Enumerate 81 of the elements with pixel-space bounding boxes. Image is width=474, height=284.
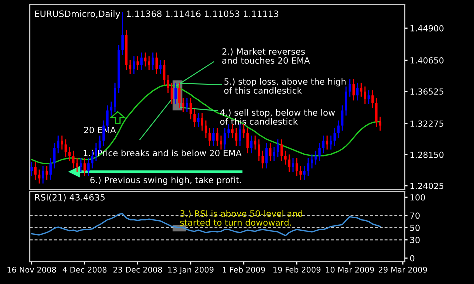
candlestick <box>80 158 82 172</box>
candlestick <box>76 158 79 172</box>
candlestick <box>42 166 44 184</box>
candlestick <box>273 147 276 162</box>
candlestick <box>132 56 136 74</box>
candlestick <box>152 52 154 70</box>
candlestick <box>174 82 178 104</box>
candlestick <box>276 140 280 158</box>
candlestick <box>345 86 348 116</box>
candlestick <box>375 98 378 128</box>
y-tick-label: 1.36525 <box>410 88 444 95</box>
candlestick <box>292 158 294 172</box>
candlestick <box>266 143 268 169</box>
candlestick <box>178 82 181 108</box>
candlestick <box>220 136 222 150</box>
candlestick <box>61 136 64 150</box>
candlestick <box>379 116 382 131</box>
candlestick <box>204 120 208 138</box>
candlestick <box>148 56 150 70</box>
candlestick <box>50 158 52 180</box>
y-tick-label: 0 <box>410 255 415 262</box>
y-tick-label: 50 <box>410 224 420 232</box>
candlestick <box>114 82 116 112</box>
candlestick <box>84 158 86 176</box>
y-tick-label: 1.28150 <box>410 152 444 158</box>
candlestick <box>186 98 188 112</box>
candlestick <box>352 79 356 101</box>
candlestick <box>136 56 140 70</box>
candlestick <box>311 154 314 169</box>
candlestick <box>239 124 242 146</box>
candlestick <box>68 147 71 162</box>
y-tick-label: 70 <box>410 212 420 220</box>
candlestick <box>250 136 253 154</box>
candlestick <box>318 143 321 162</box>
y-tick-label: 1.32275 <box>410 120 444 128</box>
candlestick <box>140 52 143 70</box>
candlestick <box>160 60 162 74</box>
y-tick-label: 1.24025 <box>410 183 444 190</box>
candlestick <box>228 124 230 138</box>
candlestick <box>300 166 302 180</box>
y-tick-label: 1.44900 <box>410 25 444 32</box>
candlestick <box>212 128 215 146</box>
y-tick-label: 30 <box>410 237 420 244</box>
candlestick <box>280 140 284 162</box>
candlestick <box>356 82 359 101</box>
candlestick <box>360 82 363 97</box>
candlestick <box>194 109 196 128</box>
candlestick <box>364 86 366 104</box>
candlestick <box>330 136 332 150</box>
y-tick-label: 1.40650 <box>410 57 444 64</box>
chart-title: RSI(21) 43.4635 <box>35 194 105 202</box>
candlestick <box>242 124 246 138</box>
candlestick <box>314 150 318 165</box>
annotation: 5.) stop loss, above the high of this candlestick <box>224 78 346 94</box>
candlestick <box>258 140 260 162</box>
candlestick <box>129 60 132 74</box>
candlestick <box>338 120 340 138</box>
candlestick <box>326 136 329 150</box>
annotation: 6.) Previous swing high, take profit. <box>90 176 242 186</box>
text: EURUSDmicro,Daily 1.11368 1.11416 1.11053 1.11113 <box>35 10 279 20</box>
y-tick-label: 100 <box>410 194 426 201</box>
candlestick <box>231 124 234 138</box>
candlestick <box>368 90 370 104</box>
candlestick <box>372 90 374 108</box>
candlestick <box>303 166 306 180</box>
candlestick <box>30 162 34 176</box>
candlestick <box>88 158 90 176</box>
candlestick <box>254 136 257 150</box>
candlestick <box>122 12 124 56</box>
candlestick <box>307 158 310 176</box>
candlestick <box>167 75 170 94</box>
candlestick <box>53 143 56 169</box>
candlestick <box>57 136 60 154</box>
candlestick <box>284 150 287 165</box>
candlestick <box>46 166 48 180</box>
candlestick <box>246 128 249 154</box>
annotation: 2.) Market reverses and touches 20 EMA <box>222 48 310 64</box>
candlestick <box>182 98 185 112</box>
candlestick <box>156 52 158 74</box>
candlestick <box>201 113 204 131</box>
candlestick <box>34 162 37 180</box>
